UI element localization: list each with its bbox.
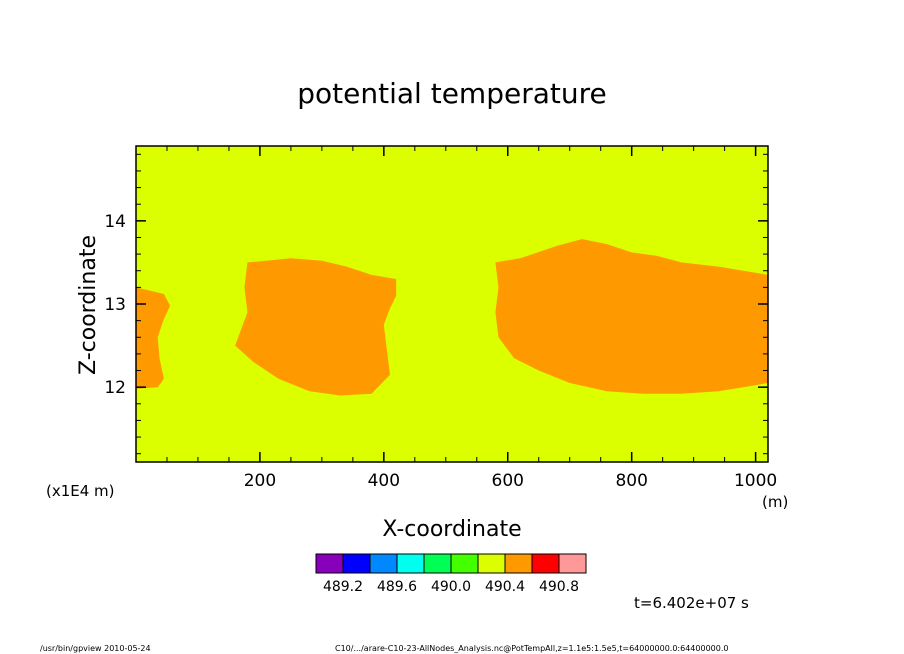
plot-area xyxy=(136,146,768,462)
chart-title: potential temperature xyxy=(297,77,606,110)
x-tick-label: 1000 xyxy=(734,471,777,491)
colorbar-swatch xyxy=(396,553,425,574)
colorbar: 489.2 489.6 490.0 490.4 490.8 xyxy=(315,553,587,595)
x-tick-label: 800 xyxy=(615,471,647,491)
colorbar-swatch xyxy=(450,553,479,574)
x-tick-label: 600 xyxy=(492,471,524,491)
colorbar-swatch xyxy=(558,553,587,574)
x-tick-label: 200 xyxy=(244,471,276,491)
y-axis-label: Z-coordinate xyxy=(76,235,101,375)
colorbar-label: 489.6 xyxy=(377,579,417,595)
colorbar-label: 490.0 xyxy=(431,579,471,595)
colorbar-swatch xyxy=(504,553,533,574)
x-axis-label: X-coordinate xyxy=(382,517,521,542)
x-tick-label: 400 xyxy=(368,471,400,491)
colorbar-label: 489.2 xyxy=(323,579,363,595)
colorbar-swatch xyxy=(369,553,398,574)
footer-right: C10/.../arare-C10-23-AllNodes_Analysis.n… xyxy=(335,644,728,653)
y-tick-label: 13 xyxy=(104,295,126,315)
time-annotation: t=6.402e+07 s xyxy=(634,594,749,612)
colorbar-swatch xyxy=(423,553,452,574)
x-unit-label: (m) xyxy=(762,493,788,511)
axes: 200 400 600 800 1000 12 13 14 xyxy=(104,145,777,491)
colorbar-swatch xyxy=(342,553,371,574)
contour-region-right-blob xyxy=(495,239,768,394)
colorbar-label: 490.4 xyxy=(485,579,525,595)
colorbar-swatch xyxy=(315,553,344,574)
y-tick-label: 14 xyxy=(104,212,126,232)
contour-region-left-edge-blob xyxy=(136,287,171,389)
colorbar-swatch xyxy=(531,553,560,574)
footer-left: /usr/bin/gpview 2010-05-24 xyxy=(40,644,151,653)
colorbar-label: 490.8 xyxy=(539,579,579,595)
y-unit-label: (x1E4 m) xyxy=(46,482,115,500)
contour-region-center-left-blob xyxy=(235,258,397,396)
y-tick-label: 12 xyxy=(104,378,126,398)
colorbar-swatch xyxy=(477,553,506,574)
